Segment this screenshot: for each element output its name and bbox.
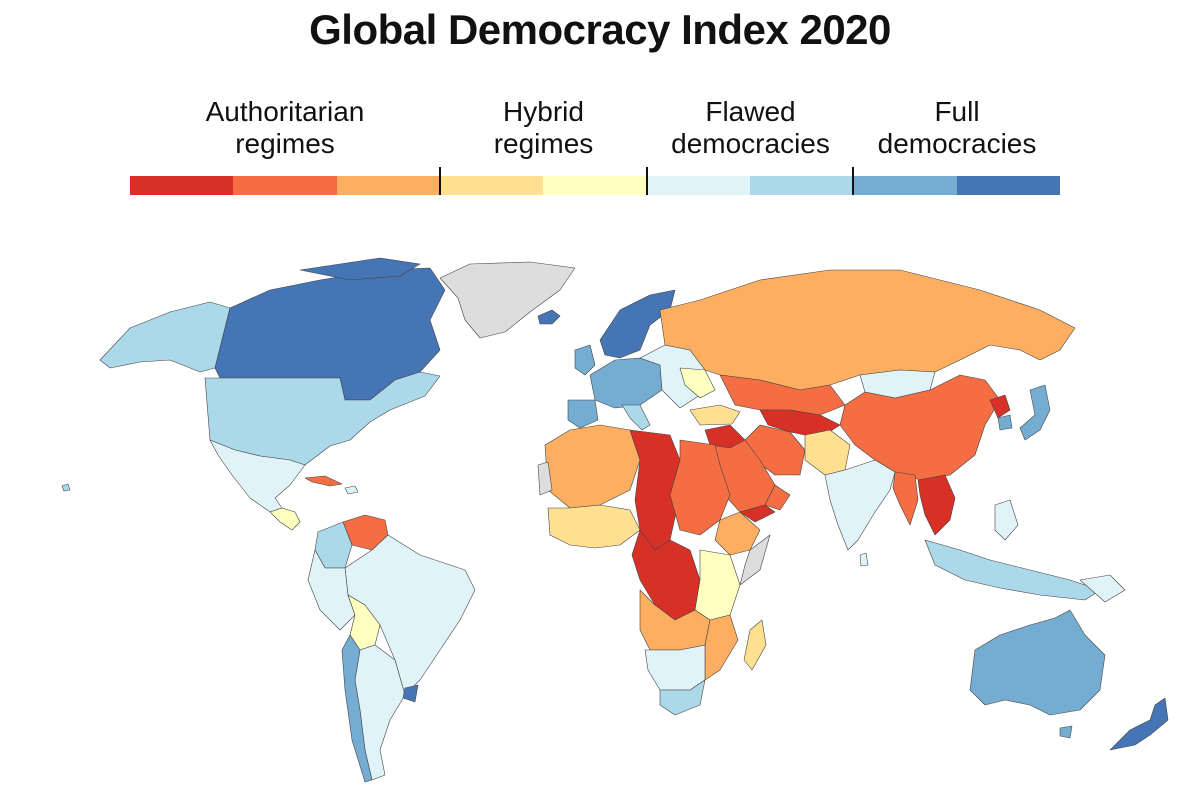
region-chile[interactable] bbox=[341, 634, 373, 783]
region-tasmania[interactable] bbox=[1059, 725, 1073, 739]
legend-swatch-0-0 bbox=[130, 176, 234, 195]
region-iceland[interactable] bbox=[537, 309, 561, 325]
region-southeast-asia[interactable] bbox=[917, 474, 956, 536]
region-mozambique[interactable] bbox=[704, 614, 739, 681]
legend-swatch-3-0 bbox=[853, 176, 957, 195]
region-caribbean-islands bbox=[344, 485, 359, 495]
legend-label-authoritarian: Authoritarian regimes bbox=[205, 96, 365, 159]
region-canada-arctic[interactable] bbox=[299, 257, 421, 281]
region-alaska[interactable] bbox=[99, 301, 231, 373]
region-cuba[interactable] bbox=[304, 475, 343, 487]
legend-divider-2 bbox=[646, 167, 648, 195]
region-south-africa[interactable] bbox=[659, 679, 706, 716]
region-new-zealand[interactable] bbox=[1109, 697, 1169, 751]
region-uk[interactable] bbox=[574, 344, 596, 376]
region-western-europe[interactable] bbox=[589, 357, 663, 409]
region-hawaii bbox=[61, 483, 71, 492]
region-north-africa-west[interactable] bbox=[544, 424, 641, 509]
region-greenland[interactable] bbox=[439, 261, 576, 339]
region-malaysia-indonesia[interactable] bbox=[924, 539, 1101, 601]
region-syria-iraq[interactable] bbox=[704, 424, 746, 449]
region-south-korea[interactable] bbox=[997, 414, 1013, 431]
region-belarus-ukraine[interactable] bbox=[679, 367, 716, 399]
region-mexico[interactable] bbox=[209, 439, 306, 513]
legend-swatch-2-1 bbox=[749, 176, 854, 195]
region-turkey[interactable] bbox=[689, 404, 741, 426]
region-scandinavia[interactable] bbox=[599, 289, 676, 359]
legend-divider-1 bbox=[439, 167, 441, 195]
region-egypt-sudan[interactable] bbox=[669, 439, 731, 536]
region-central-america[interactable] bbox=[269, 507, 301, 531]
region-china[interactable] bbox=[839, 374, 1001, 481]
legend-label-hybrid: Hybrid regimes bbox=[493, 96, 594, 159]
region-uruguay[interactable] bbox=[402, 684, 419, 703]
legend-swatch-3-1 bbox=[956, 176, 1060, 195]
region-oman[interactable] bbox=[764, 484, 791, 511]
region-madagascar[interactable] bbox=[743, 619, 767, 671]
legend-swatch-1-0 bbox=[439, 176, 544, 195]
legend-swatch-0-2 bbox=[336, 176, 440, 195]
region-afghanistan-pakistan[interactable] bbox=[804, 429, 851, 476]
region-namibia-botswana[interactable] bbox=[644, 644, 706, 691]
region-kazakhstan[interactable] bbox=[719, 374, 846, 416]
region-russia[interactable] bbox=[659, 269, 1076, 391]
region-somalia[interactable] bbox=[739, 534, 771, 586]
legend-labels: Authoritarian regimes Hybrid regimes Fla… bbox=[130, 96, 1060, 166]
legend-color-scale bbox=[130, 176, 1060, 195]
region-yemen[interactable] bbox=[739, 504, 776, 523]
region-australia[interactable] bbox=[969, 609, 1106, 716]
legend-swatch-2-0 bbox=[646, 176, 750, 195]
region-india[interactable] bbox=[824, 459, 896, 551]
region-myanmar[interactable] bbox=[892, 471, 919, 526]
legend-label-flawed: Flawed democracies bbox=[671, 96, 830, 159]
region-japan[interactable] bbox=[1019, 384, 1051, 441]
legend-swatch-1-1 bbox=[543, 176, 647, 195]
region-sri-lanka[interactable] bbox=[859, 552, 869, 567]
map-title: Global Democracy Index 2020 bbox=[309, 6, 891, 53]
region-east-africa[interactable] bbox=[694, 549, 741, 621]
legend-label-full: Full democracies bbox=[877, 96, 1037, 159]
legend-swatch-0-1 bbox=[233, 176, 337, 195]
world-map bbox=[61, 257, 1169, 783]
region-papua[interactable] bbox=[1079, 574, 1126, 603]
region-iberia[interactable] bbox=[567, 399, 599, 429]
region-western-sahara[interactable] bbox=[537, 461, 553, 496]
region-west-africa[interactable] bbox=[547, 504, 641, 549]
legend-divider-3 bbox=[852, 167, 854, 195]
region-philippines[interactable] bbox=[994, 499, 1019, 541]
region-north-korea[interactable] bbox=[989, 394, 1011, 419]
region-italy[interactable] bbox=[621, 404, 651, 431]
